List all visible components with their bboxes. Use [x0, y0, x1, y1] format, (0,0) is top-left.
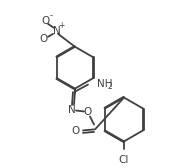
Text: O: O	[71, 126, 79, 136]
Text: Cl: Cl	[119, 155, 129, 165]
Text: N: N	[68, 104, 76, 115]
Text: -: -	[49, 11, 52, 20]
Text: N: N	[53, 26, 61, 36]
Text: 2: 2	[107, 82, 112, 91]
Text: O: O	[41, 16, 49, 26]
Text: NH: NH	[97, 79, 112, 89]
Text: O: O	[84, 108, 92, 117]
Text: O: O	[39, 34, 47, 44]
Text: +: +	[58, 21, 64, 30]
